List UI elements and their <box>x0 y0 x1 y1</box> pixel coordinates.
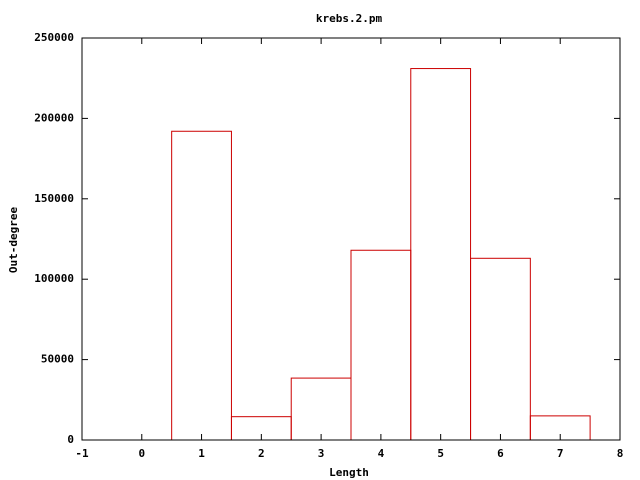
y-tick-label: 250000 <box>34 31 74 44</box>
y-tick-label: 0 <box>67 433 74 446</box>
x-tick-label: -1 <box>75 447 89 460</box>
bar <box>410 68 472 441</box>
x-tick-label: 8 <box>617 447 624 460</box>
x-tick-label: 3 <box>318 447 325 460</box>
bar <box>171 130 232 441</box>
x-tick-label: 7 <box>557 447 564 460</box>
x-tick-label: 6 <box>497 447 504 460</box>
x-tick-label: 2 <box>258 447 265 460</box>
y-tick-label: 200000 <box>34 111 74 124</box>
bar <box>470 257 531 441</box>
y-tick-label: 50000 <box>41 353 74 366</box>
chart-title: krebs.2.pm <box>316 12 383 25</box>
x-tick-label: 4 <box>378 447 385 460</box>
x-tick-label: 1 <box>198 447 205 460</box>
bar <box>350 249 412 441</box>
x-tick-label: 0 <box>138 447 145 460</box>
y-tick-label: 100000 <box>34 272 74 285</box>
y-axis-label: Out-degree <box>7 207 20 274</box>
y-tick-label: 150000 <box>34 192 74 205</box>
plot-border <box>81 37 621 441</box>
x-tick-label: 5 <box>437 447 444 460</box>
x-axis-label: Length <box>329 466 369 479</box>
bar <box>290 377 352 441</box>
